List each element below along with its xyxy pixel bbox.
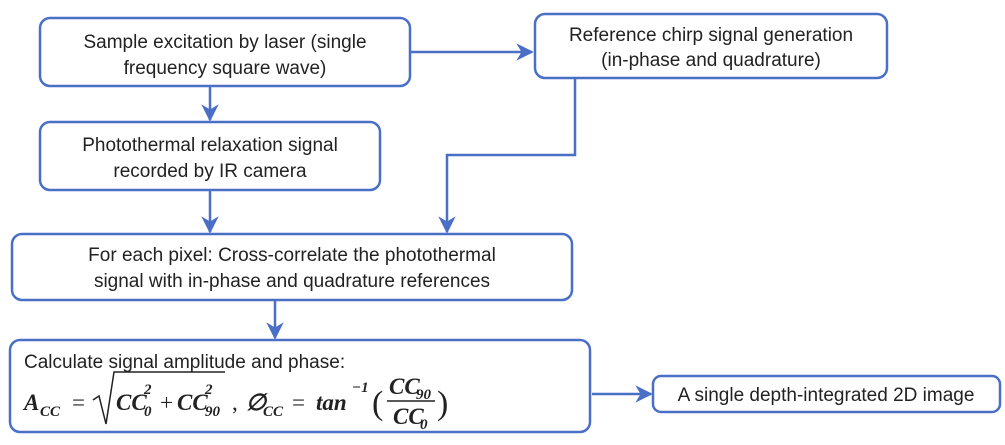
node-box	[651, 374, 1002, 414]
formula: =	[72, 390, 85, 415]
formula: ∅	[246, 390, 268, 415]
formula: CC	[263, 404, 284, 420]
node-text: recorded by IR camera	[113, 161, 307, 182]
formula: 0	[420, 417, 428, 433]
formula: +	[160, 390, 173, 415]
radical	[92, 371, 225, 425]
formula: =	[292, 390, 305, 415]
formula: 2	[204, 382, 213, 398]
formula: 0	[144, 404, 152, 420]
node-text: frequency square wave)	[124, 58, 327, 79]
arrow	[438, 78, 577, 234]
formula: 90	[416, 387, 432, 403]
node-text: Reference chirp signal generation	[569, 25, 853, 46]
node-box	[533, 12, 889, 80]
formula: 90	[205, 404, 221, 420]
formula: A	[22, 390, 39, 415]
node-text: Calculate signal amplitude and phase:	[24, 352, 345, 373]
node-text: Sample excitation by laser (single	[83, 32, 366, 53]
node-text: A single depth-integrated 2D image	[678, 385, 975, 406]
formula: CC	[116, 390, 147, 415]
formula: CC	[40, 404, 61, 420]
formula: CC	[393, 404, 424, 429]
node-text: (in-phase and quadrature)	[601, 50, 821, 71]
formula: −1	[352, 380, 369, 396]
formula: (	[372, 385, 383, 422]
formula: )	[437, 385, 448, 422]
formula: CC	[177, 390, 208, 415]
node-text: Photothermal relaxation signal	[82, 135, 338, 156]
node-box	[8, 338, 592, 434]
node-text: For each pixel: Cross-correlate the phot…	[88, 245, 496, 266]
formula: tan	[316, 390, 347, 415]
node-box	[10, 232, 574, 302]
node-text: signal with in-phase and quadrature refe…	[94, 271, 490, 292]
formula: ,	[232, 390, 238, 415]
formula: CC	[389, 374, 420, 399]
formula: 2	[143, 382, 152, 398]
